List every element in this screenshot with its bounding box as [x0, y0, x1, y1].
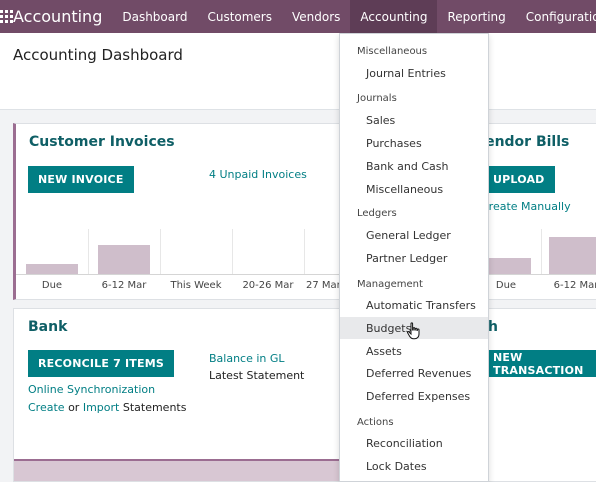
menu-deferred-revenues[interactable]: Deferred Revenues — [366, 366, 472, 380]
dd-header-journals: Journals — [357, 93, 397, 104]
statements-text: Statements — [122, 401, 187, 414]
bills-label-due: Due — [495, 280, 517, 291]
chart-label-this-week: This Week — [170, 280, 222, 291]
top-navbar: Accounting Dashboard Customers Vendors A… — [0, 0, 596, 33]
nav-configuration[interactable]: Configuration — [525, 9, 596, 24]
dd-header-actions: Actions — [357, 417, 394, 428]
customer-invoices-title[interactable]: Customer Invoices — [29, 134, 175, 150]
menu-partner-ledger[interactable]: Partner Ledger — [366, 251, 448, 265]
menu-sales[interactable]: Sales — [366, 113, 396, 127]
menu-purchases[interactable]: Purchases — [366, 136, 422, 150]
dd-header-ledgers: Ledgers — [357, 208, 397, 219]
menu-general-ledger[interactable]: General Ledger — [366, 228, 451, 242]
create-link[interactable]: Create — [28, 401, 65, 414]
dd-header-management: Management — [357, 279, 423, 290]
menu-assets[interactable]: Assets — [366, 344, 402, 358]
menu-miscellaneous[interactable]: Miscellaneous — [366, 182, 444, 196]
create-import-statements: Create or Import Statements — [28, 401, 186, 414]
bills-bar-due[interactable] — [483, 258, 531, 274]
reconcile-button[interactable]: RECONCILE 7 ITEMS — [28, 350, 174, 377]
chart-label-6-12-mar: 6-12 Mar — [101, 280, 147, 291]
invoices-chart[interactable]: Due 6-12 Mar This Week 20-26 Mar 27 Mar — [16, 229, 352, 299]
control-panel: Accounting Dashboard — [0, 33, 596, 110]
nav-dashboard[interactable]: Dashboard — [122, 9, 188, 24]
bank-balance-graph[interactable] — [14, 459, 352, 481]
or-text: or — [68, 401, 80, 414]
customer-invoices-card: Customer Invoices NEW INVOICE 4 Unpaid I… — [13, 123, 353, 300]
menu-reconciliation[interactable]: Reconciliation — [366, 436, 443, 450]
chart-bar-6-12-mar[interactable] — [98, 245, 150, 274]
bank-title[interactable]: Bank — [28, 319, 68, 335]
upload-button[interactable]: UPLOAD — [483, 166, 555, 193]
bills-chart[interactable]: Due 6-12 Mar — [471, 229, 596, 299]
chart-bar-due[interactable] — [26, 264, 78, 274]
nav-reporting[interactable]: Reporting — [447, 9, 506, 24]
nav-accounting[interactable]: Accounting — [350, 0, 438, 33]
dd-header-miscellaneous: Miscellaneous — [357, 46, 428, 57]
nav-vendors[interactable]: Vendors — [292, 9, 341, 24]
new-invoice-button[interactable]: NEW INVOICE — [28, 166, 134, 193]
online-sync-link[interactable]: Online Synchronization — [28, 383, 156, 396]
menu-bank-and-cash[interactable]: Bank and Cash — [366, 159, 449, 173]
create-manually-link[interactable]: Create Manually — [481, 200, 571, 213]
new-transaction-button[interactable]: NEW TRANSACTION — [483, 350, 596, 377]
latest-statement-label: Latest Statement — [209, 369, 305, 382]
bills-bar-6-12-mar[interactable] — [549, 237, 596, 274]
menu-deferred-expenses[interactable]: Deferred Expenses — [366, 389, 471, 403]
balance-in-gl-link[interactable]: Balance in GL — [209, 352, 285, 365]
menu-automatic-transfers[interactable]: Automatic Transfers — [366, 298, 476, 312]
menu-lock-dates[interactable]: Lock Dates — [366, 459, 427, 473]
hand-pointer-icon — [406, 322, 420, 340]
bank-card: Bank RECONCILE 7 ITEMS Online Synchroniz… — [13, 308, 353, 482]
nav-customers[interactable]: Customers — [207, 9, 272, 24]
menu-journal-entries[interactable]: Journal Entries — [366, 66, 446, 80]
chart-label-27-mar: 27 Mar — [306, 280, 341, 291]
unpaid-invoices-link[interactable]: 4 Unpaid Invoices — [209, 168, 307, 181]
chart-label-due: Due — [41, 280, 63, 291]
bills-label-6-12-mar: 6-12 Mar — [553, 280, 596, 291]
vendor-bills-card: Vendor Bills UPLOAD Create Manually Due … — [470, 123, 596, 300]
accounting-dropdown-menu: Miscellaneous Journal Entries Journals S… — [339, 33, 489, 482]
chart-label-20-26-mar: 20-26 Mar — [242, 280, 294, 291]
vendor-bills-title[interactable]: Vendor Bills — [475, 134, 570, 150]
import-link[interactable]: Import — [82, 401, 120, 414]
apps-grid-icon[interactable] — [0, 0, 13, 33]
page-title: Accounting Dashboard — [13, 46, 183, 64]
app-brand[interactable]: Accounting — [13, 7, 103, 26]
